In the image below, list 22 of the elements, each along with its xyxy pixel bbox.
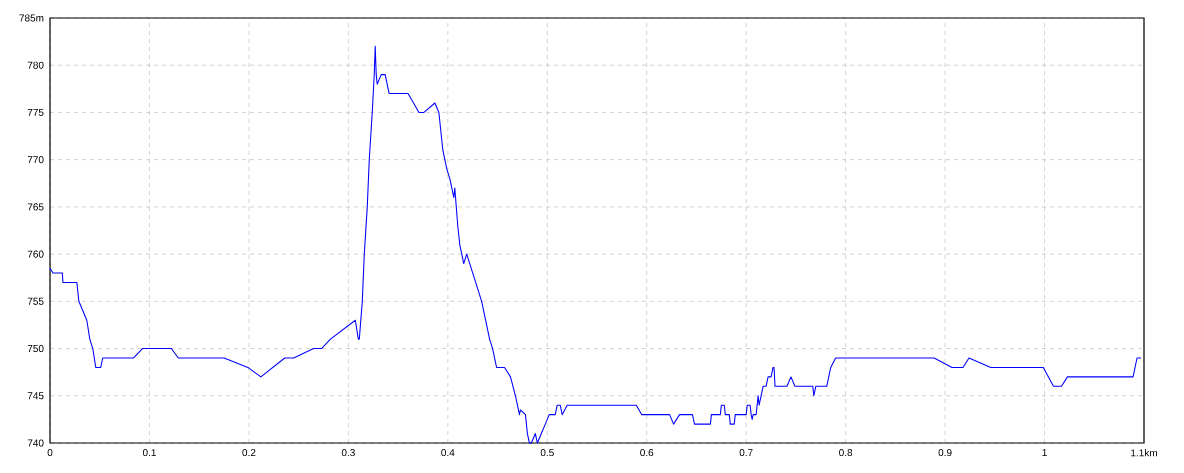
y-tick-label: 745 (27, 392, 44, 400)
x-tick-label: 0.9 (938, 449, 952, 457)
y-tick-label: 760 (27, 250, 44, 258)
x-tick-label: 0.4 (441, 449, 455, 457)
x-tick-label: 0.2 (242, 449, 256, 457)
x-tick-label: 0.1 (142, 449, 156, 457)
x-tick-label: 0 (47, 449, 53, 457)
y-tick-label: 785m (19, 14, 44, 22)
x-tick-label: 0.7 (739, 449, 753, 457)
x-tick-label: 0.3 (341, 449, 355, 457)
x-tick-label: 0.8 (839, 449, 853, 457)
y-tick-label: 775 (27, 108, 44, 116)
y-tick-label: 755 (27, 297, 44, 305)
x-tick-label: 1 (1042, 449, 1047, 456)
y-tick-label: 750 (27, 345, 44, 353)
x-tick-label: 0.6 (640, 449, 654, 457)
y-tick-label: 765 (27, 203, 44, 211)
y-tick-label: 770 (27, 156, 44, 164)
x-tick-label: 1.1km (1131, 449, 1157, 457)
y-tick-label: 740 (27, 439, 44, 447)
x-tick-label: 0.5 (540, 449, 554, 457)
y-tick-label: 780 (27, 61, 44, 69)
